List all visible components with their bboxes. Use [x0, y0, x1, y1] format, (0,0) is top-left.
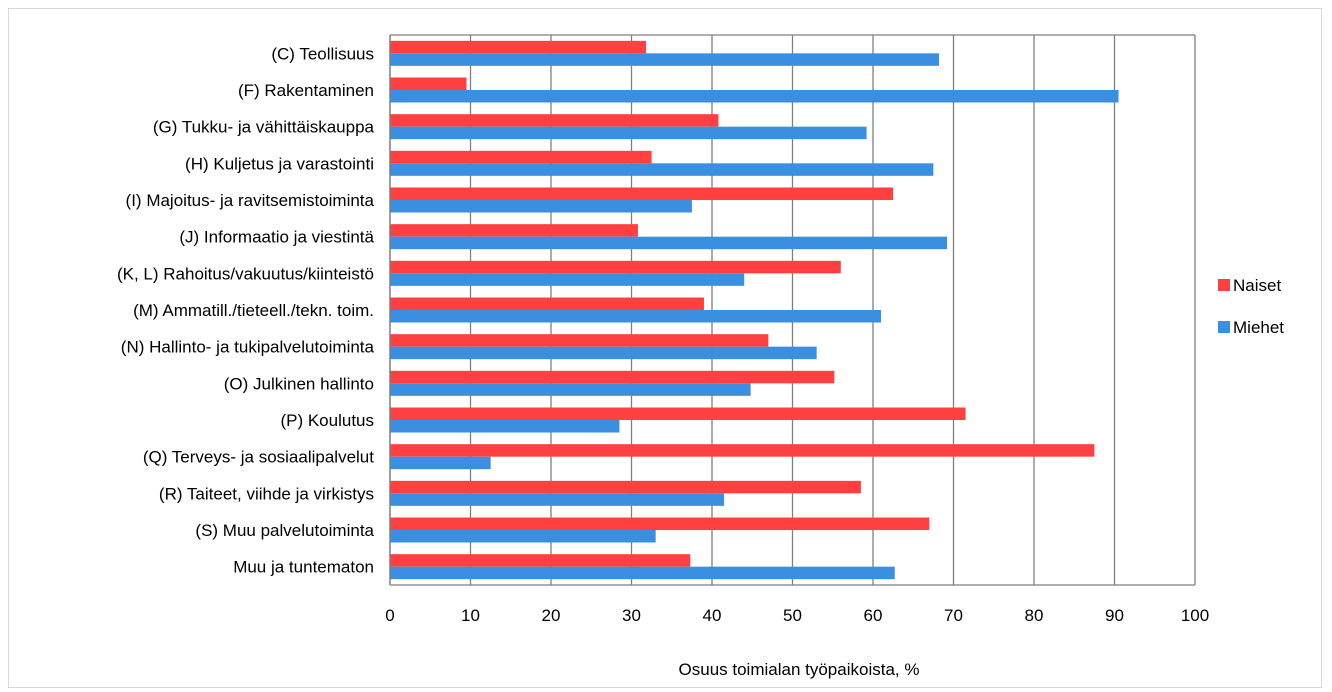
- x-tick-labels: 0 10 20 30 40 50 60 70 80 90 100: [385, 606, 1209, 625]
- legend-label-naiset: Naiset: [1233, 276, 1281, 295]
- category-label: (J) Informaatio ja viestintä: [179, 228, 374, 247]
- axes: [389, 34, 1195, 586]
- bar-naiset-6: [390, 260, 841, 274]
- legend-swatch-miehet: [1218, 321, 1230, 333]
- x-axis-title: Osuus toimialan työpaikoista, %: [679, 660, 920, 679]
- chart-canvas: (C) Teollisuus (F) Rakentaminen (G) Tukku-…: [117, 34, 1284, 679]
- bar-miehet-6: [390, 273, 745, 286]
- bar-naiset-2: [390, 114, 719, 127]
- bar-naiset-10: [390, 407, 966, 420]
- category-label: (F) Rakentaminen: [238, 81, 374, 100]
- category-label: (K, L) Rahoitus/vakuutus/kiinteistö: [117, 264, 374, 283]
- legend-label-miehet: Miehet: [1233, 318, 1284, 337]
- bar-miehet-2: [390, 126, 867, 140]
- bars: [390, 40, 1119, 580]
- bar-naiset-4: [390, 187, 894, 200]
- category-label: (H) Kuljetus ja varastointi: [185, 154, 374, 173]
- x-tick-label: 40: [703, 606, 722, 625]
- bar-miehet-4: [390, 200, 692, 213]
- x-tick-label: 10: [461, 606, 480, 625]
- x-tick-label: 70: [944, 606, 963, 625]
- bar-naiset-11: [390, 444, 1095, 457]
- category-label: (M) Ammatill./tieteell./tekn. toim.: [133, 301, 374, 320]
- bar-naiset-13: [390, 517, 930, 530]
- category-label: (O) Julkinen hallinto: [224, 374, 374, 393]
- bar-miehet-5: [390, 236, 948, 250]
- bar-naiset-5: [390, 224, 638, 237]
- category-label: (R) Taiteet, viihde ja virkistys: [159, 484, 374, 503]
- bar-naiset-1: [390, 77, 467, 90]
- bar-miehet-14: [390, 566, 895, 580]
- bar-naiset-3: [390, 150, 652, 164]
- legend-swatch-naiset: [1218, 279, 1230, 291]
- bar-miehet-3: [390, 163, 934, 176]
- category-label: (N) Hallinto- ja tukipalvelutoiminta: [121, 338, 375, 357]
- category-label: (S) Muu palvelutoiminta: [195, 521, 374, 540]
- bar-naiset-12: [390, 480, 861, 494]
- x-tick-label: 0: [385, 606, 394, 625]
- x-tick-label: 20: [542, 606, 561, 625]
- x-tick-label: 60: [864, 606, 883, 625]
- category-label: (P) Koulutus: [280, 411, 374, 430]
- x-tick-label: 90: [1105, 606, 1124, 625]
- bar-naiset-9: [390, 370, 835, 384]
- bar-naiset-8: [390, 334, 769, 347]
- x-tick-label: 50: [783, 606, 802, 625]
- bar-miehet-10: [390, 420, 620, 433]
- bar-miehet-0: [390, 53, 940, 66]
- legend: Naiset Miehet: [1218, 276, 1284, 337]
- category-label: (G) Tukku- ja vähittäiskauppa: [153, 118, 375, 137]
- category-label: (Q) Terveys- ja sosiaalipalvelut: [143, 448, 374, 467]
- bar-miehet-13: [390, 530, 656, 543]
- bar-miehet-8: [390, 346, 817, 360]
- bar-miehet-1: [390, 90, 1119, 103]
- bar-miehet-11: [390, 456, 491, 470]
- bar-naiset-0: [390, 40, 646, 54]
- category-label: Muu ja tuntematon: [233, 558, 374, 577]
- bar-miehet-9: [390, 383, 751, 396]
- category-label: (I) Majoitus- ja ravitsemistoiminta: [126, 191, 375, 210]
- category-label: (C) Teollisuus: [271, 44, 374, 63]
- chart-frame: (C) Teollisuus (F) Rakentaminen (G) Tukku-…: [8, 8, 1322, 688]
- bar-naiset-7: [390, 297, 704, 310]
- x-tick-label: 30: [622, 606, 641, 625]
- bar-miehet-12: [390, 493, 725, 506]
- category-labels: (C) Teollisuus (F) Rakentaminen (G) Tukku-…: [117, 44, 375, 576]
- bar-miehet-7: [390, 310, 882, 323]
- x-tick-label: 80: [1025, 606, 1044, 625]
- bar-naiset-14: [390, 554, 691, 567]
- x-tick-label: 100: [1181, 606, 1209, 625]
